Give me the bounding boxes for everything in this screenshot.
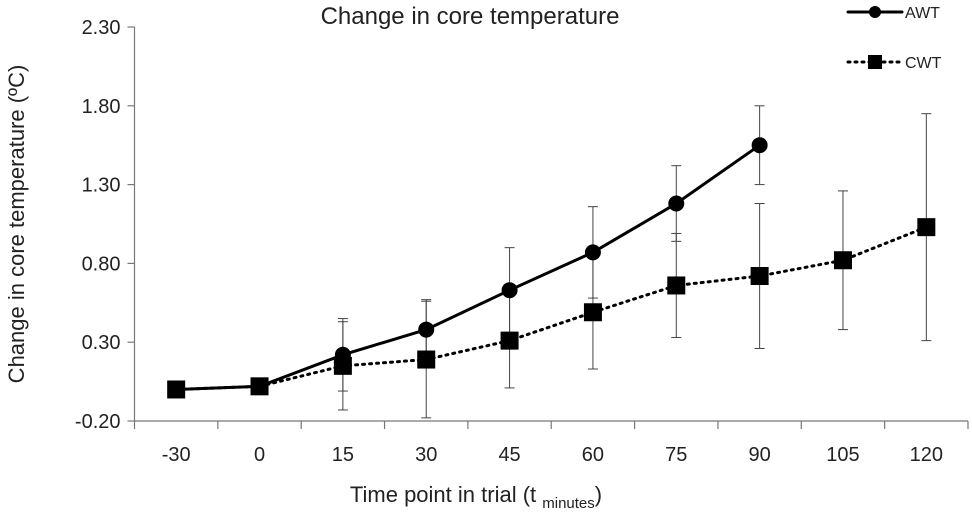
x-tick-label: 0 <box>254 444 265 466</box>
data-point <box>501 282 518 299</box>
legend-label: AWT <box>905 5 940 22</box>
data-point <box>750 267 769 286</box>
x-tick-label: -30 <box>162 444 191 466</box>
data-point <box>167 380 186 399</box>
y-tick-label: -0.20 <box>75 411 121 433</box>
legend-label: CWT <box>905 55 942 72</box>
data-point <box>668 195 685 212</box>
chart-title: Change in core temperature <box>321 3 620 30</box>
x-tick-label: 75 <box>665 444 687 466</box>
x-tick-label: 105 <box>826 444 859 466</box>
data-point <box>584 244 601 261</box>
data-point <box>751 137 768 154</box>
y-tick-label: 1.80 <box>82 96 121 118</box>
x-axis-label: Time point in trial (t minutes) <box>350 482 602 512</box>
data-point <box>667 276 686 295</box>
series-line <box>174 225 928 391</box>
data-point <box>333 356 352 375</box>
data-point <box>418 321 435 338</box>
data-point <box>500 331 519 350</box>
x-tick-label: 30 <box>415 444 437 466</box>
data-point <box>583 303 602 322</box>
data-point <box>833 251 852 270</box>
x-tick-label: 120 <box>910 444 943 466</box>
series-line <box>174 143 762 391</box>
y-tick-label: 2.30 <box>82 17 121 39</box>
data-point <box>917 218 936 237</box>
legend-marker <box>869 6 881 18</box>
x-tick-label: 45 <box>498 444 520 466</box>
x-axis-label-part: Time point in trial (t <box>350 482 542 507</box>
x-tick-label: 90 <box>749 444 771 466</box>
y-tick-label: 0.30 <box>82 332 121 354</box>
y-axis-label: Change in core temperature (ºC) <box>4 65 29 384</box>
y-tick-label: 1.30 <box>82 175 121 197</box>
x-axis-label-sub: minutes <box>542 495 595 512</box>
data-point <box>417 350 436 369</box>
x-axis-label-part: ) <box>595 482 602 507</box>
y-tick-label: 0.80 <box>82 253 121 275</box>
x-tick-label: 60 <box>582 444 604 466</box>
legend-marker <box>868 55 882 69</box>
x-tick-label: 15 <box>332 444 354 466</box>
data-point <box>250 377 269 396</box>
